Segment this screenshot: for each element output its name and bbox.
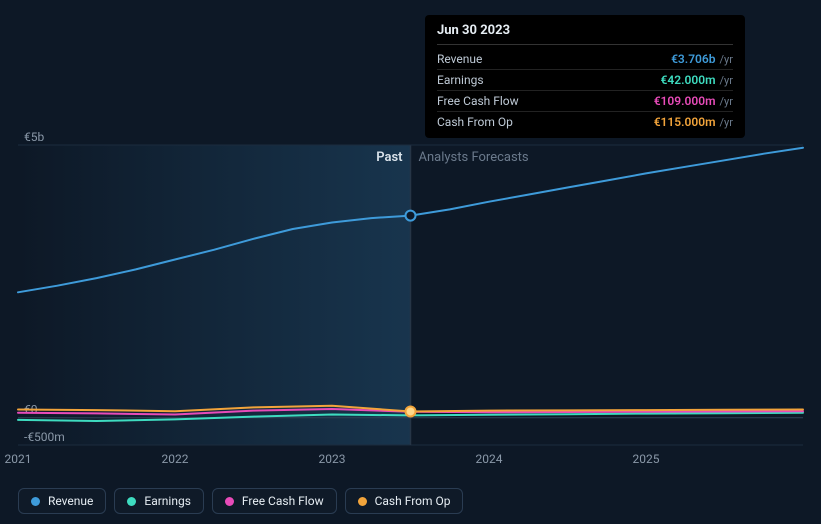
tooltip-row-unit: /yr — [720, 74, 733, 87]
tooltip-row-label: Revenue — [437, 52, 482, 66]
chart-tooltip: Jun 30 2023 Revenue €3.706b/yr Earnings €42… — [425, 15, 745, 138]
y-tick-label: €5b — [24, 130, 44, 144]
x-tick-label: 2025 — [633, 452, 660, 466]
tooltip-rows: Revenue€3.706b/yrEarnings€42.000m/yrFree… — [437, 49, 733, 132]
tooltip-row-value: €115.000m — [654, 115, 716, 129]
tooltip-row: Cash From Op €115.000m/yr — [437, 112, 733, 132]
legend-item-earnings[interactable]: Earnings — [114, 488, 204, 514]
tooltip-row-value: €42.000m — [661, 73, 716, 87]
tooltip-row-label: Free Cash Flow — [437, 94, 519, 108]
chart-legend: Revenue Earnings Free Cash Flow Cash From O… — [18, 488, 463, 514]
financials-chart: €5b€0-€500m20212022202320242025PastAnaly… — [0, 0, 821, 524]
tooltip-title: Jun 30 2023 — [437, 23, 733, 45]
legend-dot-icon — [31, 497, 40, 506]
tooltip-row-value: €109.000m — [654, 94, 716, 108]
marker-cfo — [406, 406, 416, 416]
legend-item-label: Earnings — [144, 494, 191, 508]
marker-revenue — [406, 211, 416, 221]
y-tick-label: -€500m — [24, 430, 65, 444]
past-label: Past — [376, 150, 403, 165]
legend-item-cfo[interactable]: Cash From Op — [345, 488, 464, 514]
x-tick-label: 2023 — [319, 452, 346, 466]
tooltip-row-label: Earnings — [437, 73, 484, 87]
legend-item-revenue[interactable]: Revenue — [18, 488, 106, 514]
tooltip-row-unit: /yr — [720, 53, 733, 66]
legend-item-label: Revenue — [48, 494, 93, 508]
tooltip-row-unit: /yr — [720, 116, 733, 129]
tooltip-row-label: Cash From Op — [437, 115, 513, 129]
tooltip-row: Free Cash Flow €109.000m/yr — [437, 91, 733, 112]
legend-item-fcf[interactable]: Free Cash Flow — [212, 488, 337, 514]
legend-item-label: Cash From Op — [375, 494, 451, 508]
past-overlay — [18, 145, 411, 445]
tooltip-row-unit: /yr — [720, 95, 733, 108]
tooltip-row: Revenue €3.706b/yr — [437, 49, 733, 70]
tooltip-row: Earnings €42.000m/yr — [437, 70, 733, 91]
legend-dot-icon — [358, 497, 367, 506]
forecast-label: Analysts Forecasts — [419, 150, 529, 165]
legend-dot-icon — [225, 497, 234, 506]
x-tick-label: 2021 — [5, 452, 32, 466]
legend-item-label: Free Cash Flow — [242, 494, 324, 508]
tooltip-row-value: €3.706b — [671, 52, 715, 66]
x-tick-label: 2022 — [162, 452, 189, 466]
legend-dot-icon — [127, 497, 136, 506]
x-tick-label: 2024 — [476, 452, 503, 466]
